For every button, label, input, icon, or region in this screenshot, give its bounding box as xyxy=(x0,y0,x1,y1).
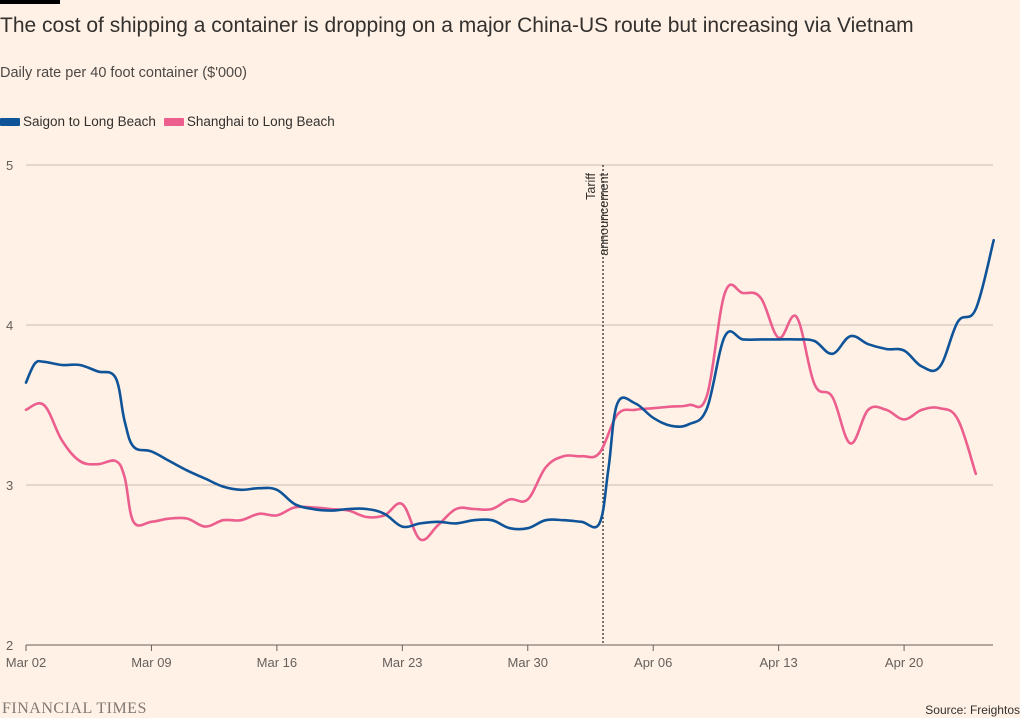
source-note: Source: Freightos xyxy=(925,703,1020,717)
tariff-annotation-line-0: Tariff xyxy=(584,172,598,199)
x-tick-label-6: Apr 13 xyxy=(759,655,797,670)
top-rule xyxy=(0,0,60,4)
chart-subtitle: Daily rate per 40 foot container ($'000) xyxy=(0,65,247,81)
tariff-annotation-line-1: announcement xyxy=(597,172,611,255)
legend: Saigon to Long Beach Shanghai to Long Be… xyxy=(0,114,335,129)
y-tick-label-4: 4 xyxy=(6,318,13,333)
chart-title: The cost of shipping a container is drop… xyxy=(0,14,914,37)
y-tick-label-3: 3 xyxy=(6,478,13,493)
legend-label-saigon: Saigon to Long Beach xyxy=(23,114,156,129)
x-tick-label-3: Mar 23 xyxy=(382,655,422,670)
x-tick-label-7: Apr 20 xyxy=(885,655,923,670)
series-line-shanghai xyxy=(24,283,978,542)
legend-item-shanghai: Shanghai to Long Beach xyxy=(163,114,335,129)
legend-label-shanghai: Shanghai to Long Beach xyxy=(186,114,335,129)
legend-item-saigon: Saigon to Long Beach xyxy=(0,114,156,129)
ft-logo: FINANCIAL TIMES xyxy=(2,700,147,717)
y-tick-label-5: 5 xyxy=(6,158,13,173)
x-tick-label-5: Apr 06 xyxy=(634,655,672,670)
legend-swatch-saigon xyxy=(0,117,20,126)
x-tick-label-2: Mar 16 xyxy=(257,655,297,670)
y-tick-label-2: 2 xyxy=(6,638,13,653)
legend-swatch-shanghai xyxy=(163,117,184,126)
tariff-annotation-label: Tariffannouncement xyxy=(584,172,611,255)
x-tick-label-4: Mar 30 xyxy=(508,655,548,670)
x-tick-label-0: Mar 02 xyxy=(6,655,46,670)
series-line-saigon xyxy=(24,238,995,531)
x-tick-label-1: Mar 09 xyxy=(131,655,171,670)
